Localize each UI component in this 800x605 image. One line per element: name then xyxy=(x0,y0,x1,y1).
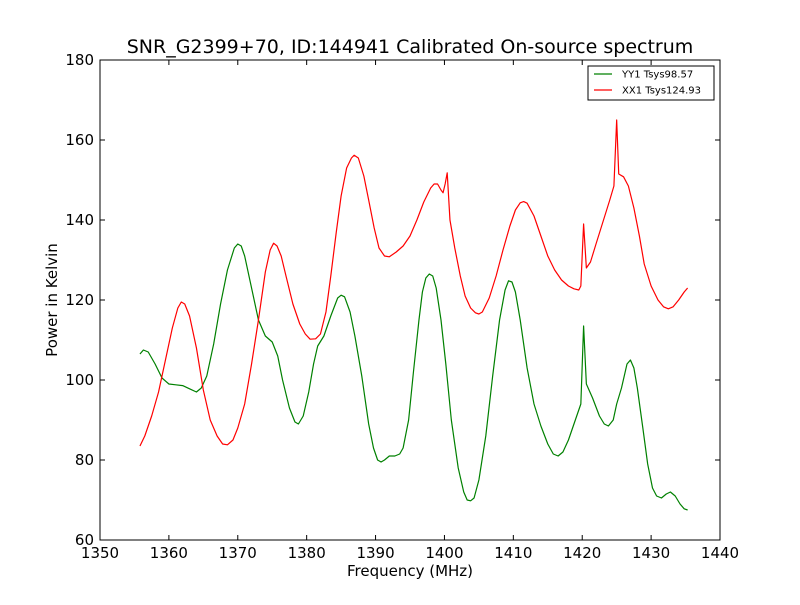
x-tick-label: 1350 xyxy=(81,544,119,562)
x-tick-label: 1400 xyxy=(425,544,463,562)
y-axis-ticks: 60 80 100 120 140 160 180 xyxy=(65,51,720,549)
x-tick-label: 1360 xyxy=(150,544,188,562)
series-line-1 xyxy=(139,119,689,447)
legend-box xyxy=(587,65,715,101)
series-line-0 xyxy=(139,243,688,511)
x-tick-label: 1390 xyxy=(356,544,394,562)
x-axis-ticks: 1350 1360 1370 1380 1390 1400 1410 1420 1430 1440 xyxy=(81,60,739,562)
x-tick-label: 1380 xyxy=(288,544,326,562)
x-tick-label: 1430 xyxy=(632,544,670,562)
series-layer xyxy=(139,119,689,511)
x-tick-label: 1410 xyxy=(494,544,532,562)
y-tick-label: 120 xyxy=(65,291,94,309)
y-tick-label: 100 xyxy=(65,371,94,389)
legend-label-yy1: YY1 Tsys98.57 xyxy=(621,70,693,81)
x-tick-label: 1440 xyxy=(701,544,739,562)
y-tick-label: 140 xyxy=(65,211,94,229)
chart-title: SNR_G2399+70, ID:144941 Calibrated On-so… xyxy=(127,36,694,58)
x-tick-label: 1420 xyxy=(563,544,601,562)
y-tick-label: 60 xyxy=(75,531,94,549)
x-axis-label: Frequency (MHz) xyxy=(347,562,473,580)
y-tick-label: 160 xyxy=(65,131,94,149)
y-tick-label: 80 xyxy=(75,451,94,469)
legend: YY1 Tsys98.57 XX1 Tsys124.93 xyxy=(587,65,715,101)
y-axis-label: Power in Kelvin xyxy=(43,243,61,357)
x-tick-label: 1370 xyxy=(219,544,257,562)
plot-area xyxy=(100,60,720,540)
legend-label-xx1: XX1 Tsys124.93 xyxy=(622,86,701,97)
y-tick-label: 180 xyxy=(65,51,94,69)
